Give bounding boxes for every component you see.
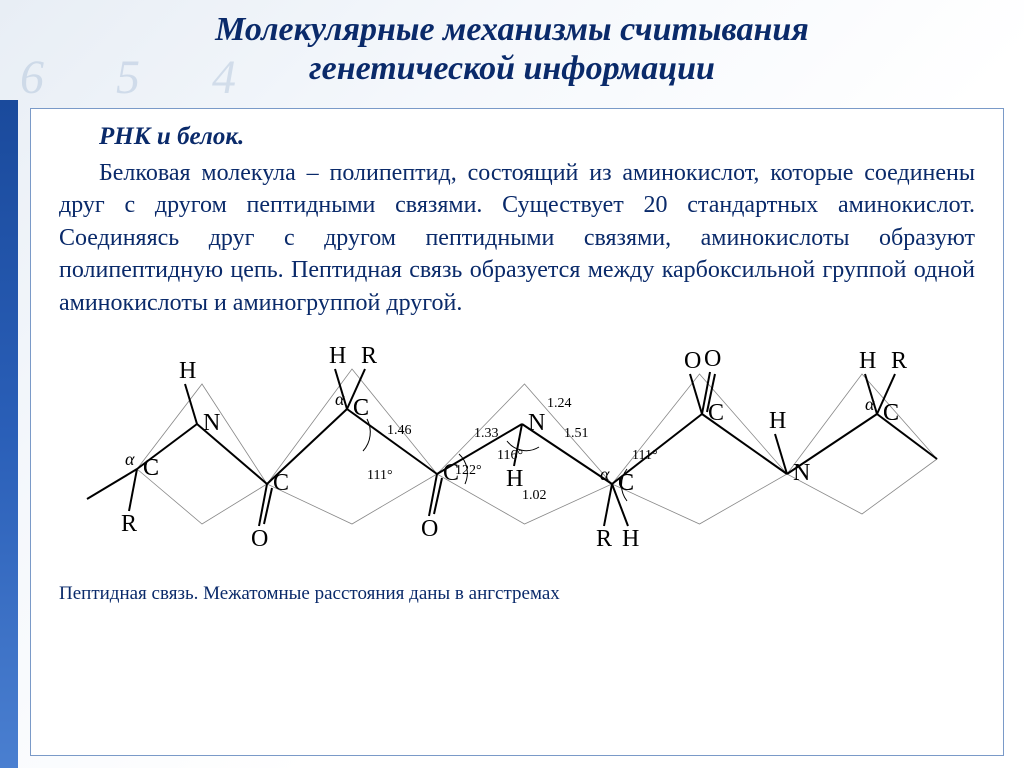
svg-text:R: R	[596, 526, 612, 552]
svg-text:H: H	[622, 526, 639, 552]
svg-text:α: α	[600, 464, 610, 484]
svg-text:1.46: 1.46	[387, 423, 412, 438]
svg-text:N: N	[528, 410, 545, 436]
svg-text:C: C	[143, 455, 159, 481]
peptide-bond-diagram: RCαCHNOCHRCαCOCHNRHCαCOOCHNHRCαC1.461.33…	[59, 329, 975, 579]
title-line-2: генетической информации	[309, 50, 715, 87]
svg-text:C: C	[353, 395, 369, 421]
svg-text:H: H	[329, 343, 346, 369]
section-subtitle: РНК и белок.	[99, 123, 975, 151]
svg-text:H: H	[859, 348, 876, 374]
svg-text:H: H	[179, 358, 196, 384]
title-line-1: Молекулярные механизмы считывания	[215, 11, 809, 48]
svg-text:α: α	[335, 389, 345, 409]
svg-text:R: R	[121, 511, 137, 537]
svg-text:1.33: 1.33	[474, 426, 499, 441]
svg-text:111°: 111°	[367, 468, 393, 483]
svg-text:116°: 116°	[497, 448, 523, 463]
svg-text:O: O	[421, 516, 438, 542]
svg-text:1.51: 1.51	[564, 426, 589, 441]
body-paragraph: Белковая молекула – полипептид, состоящи…	[59, 157, 975, 319]
svg-text:O: O	[704, 346, 721, 372]
svg-text:H: H	[506, 466, 523, 492]
svg-text:H: H	[769, 408, 786, 434]
svg-text:C: C	[883, 400, 899, 426]
svg-text:α: α	[865, 394, 875, 414]
svg-text:C: C	[708, 400, 724, 426]
svg-text:122°: 122°	[455, 463, 482, 478]
svg-text:N: N	[203, 410, 220, 436]
diagram-caption: Пептидная связь. Межатомные расстояния д…	[59, 583, 975, 605]
svg-text:111°: 111°	[632, 448, 658, 463]
decorative-stripe	[0, 100, 18, 768]
svg-text:C: C	[618, 470, 634, 496]
svg-text:N: N	[793, 460, 810, 486]
svg-text:1.02: 1.02	[522, 488, 547, 503]
content-panel: РНК и белок. Белковая молекула – полипеп…	[30, 108, 1004, 756]
svg-text:1.24: 1.24	[547, 396, 572, 411]
svg-text:α: α	[125, 449, 135, 469]
svg-text:R: R	[891, 348, 907, 374]
svg-text:R: R	[361, 343, 377, 369]
page-title: Молекулярные механизмы считывания генети…	[0, 0, 1024, 96]
svg-text:C: C	[273, 470, 289, 496]
molecule-svg: RCαCHNOCHRCαCOCHNRHCαCOOCHNHRCαC1.461.33…	[59, 329, 975, 579]
svg-text:O: O	[251, 526, 268, 552]
svg-text:O: O	[684, 348, 701, 374]
